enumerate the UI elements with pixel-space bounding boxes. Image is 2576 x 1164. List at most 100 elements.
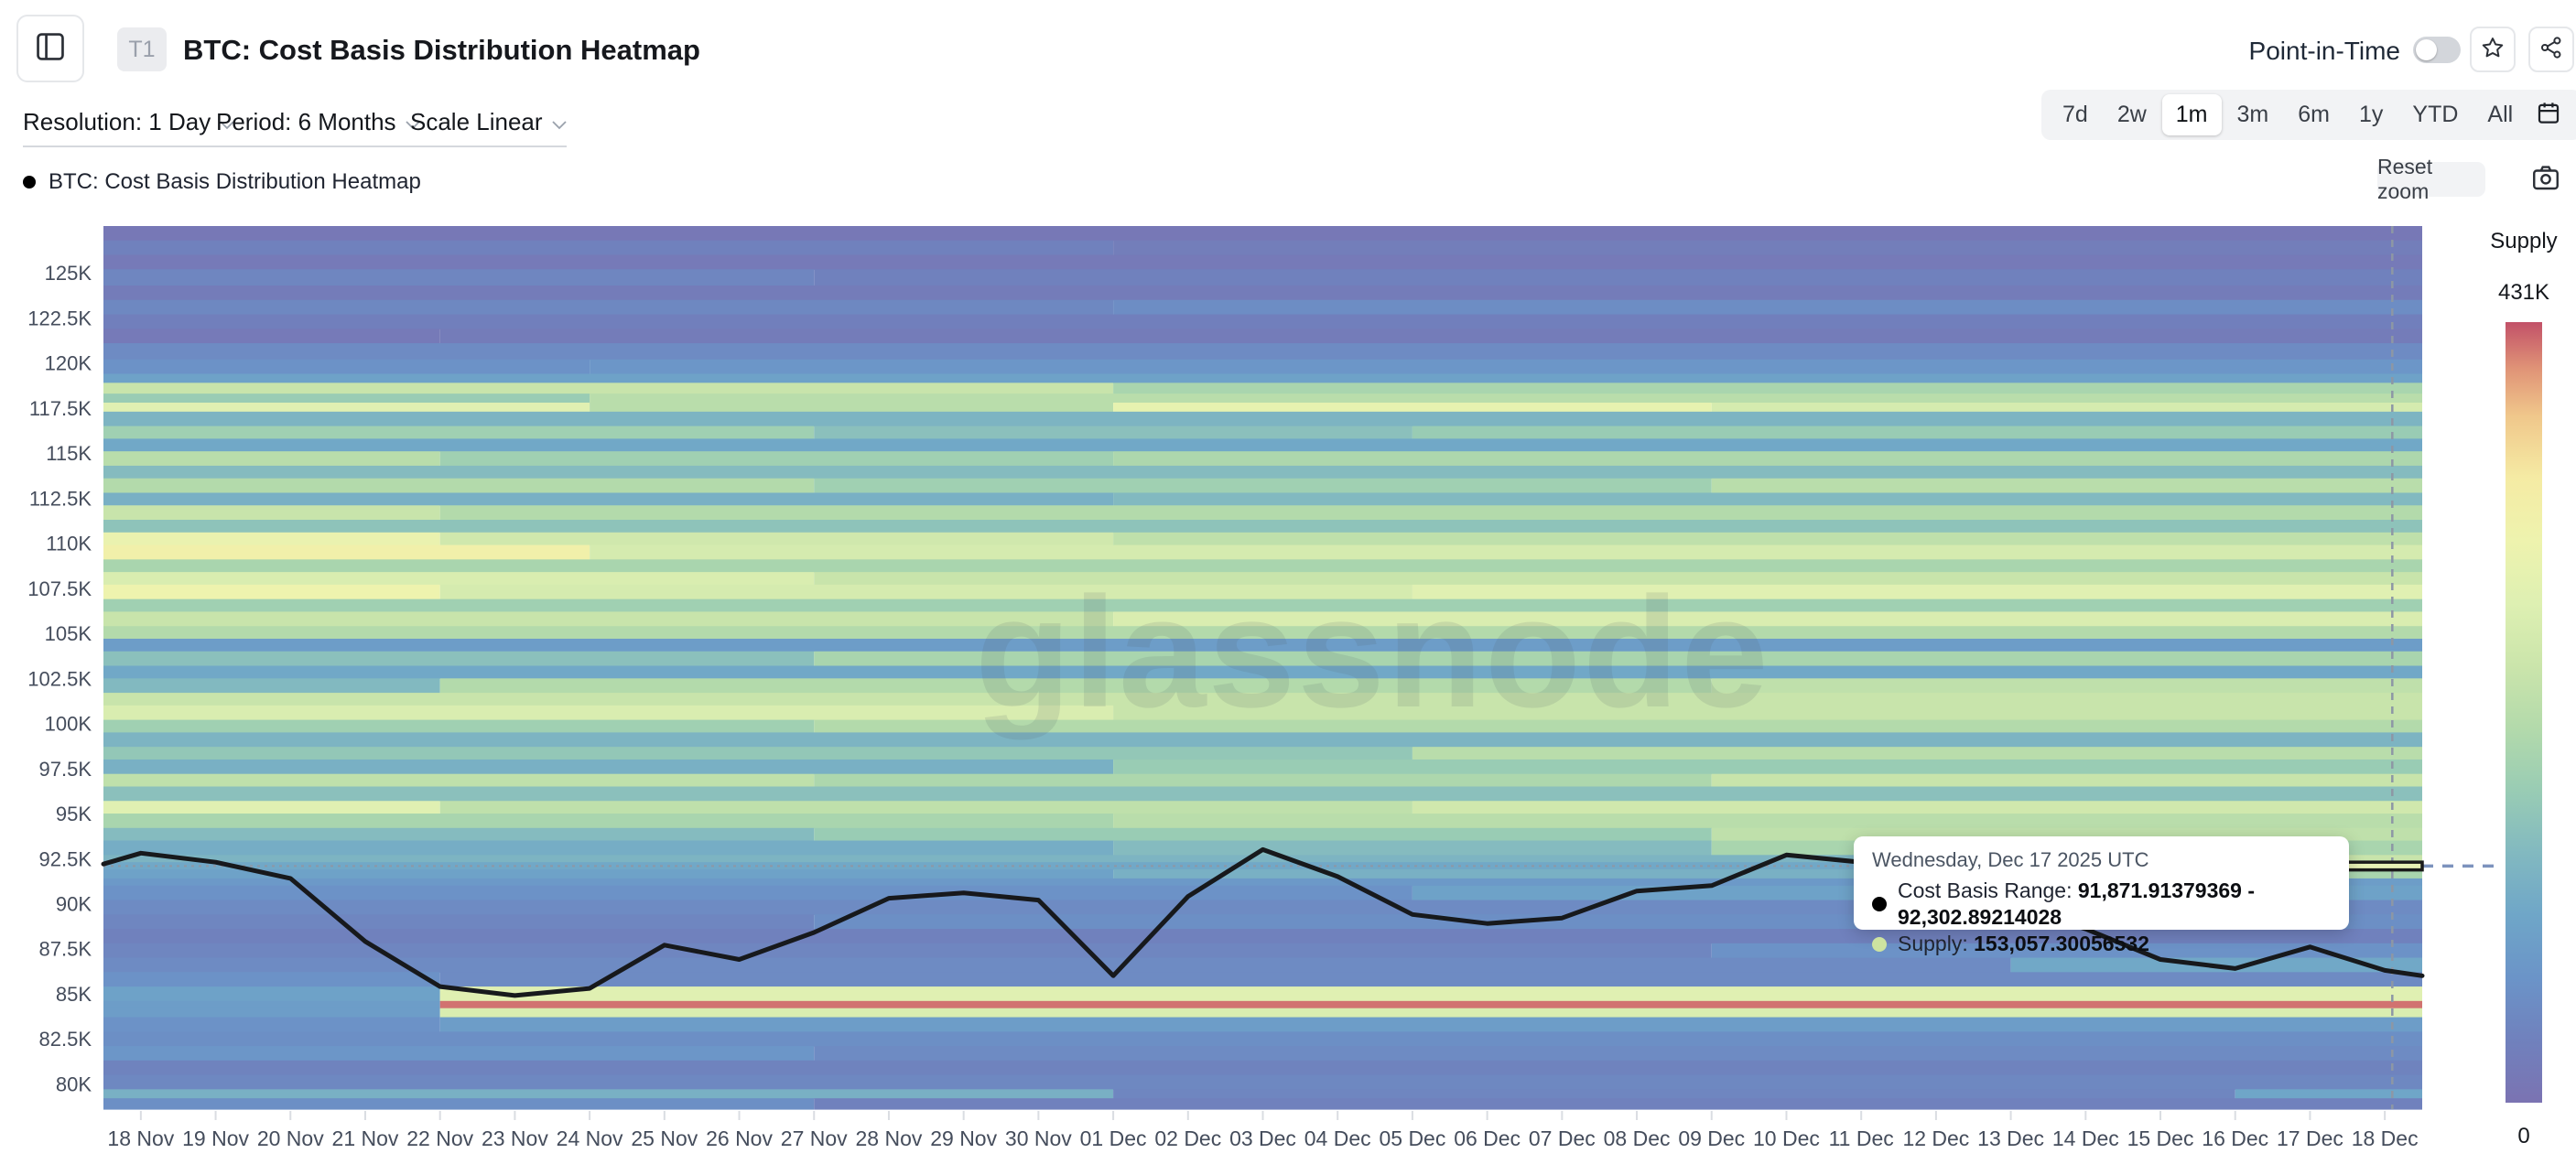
heatmap-cell bbox=[814, 1098, 2422, 1110]
range-button-3m[interactable]: 3m bbox=[2236, 102, 2269, 127]
heatmap-cell bbox=[439, 505, 2422, 521]
heatmap-cell bbox=[1113, 299, 2422, 316]
heatmap-cell bbox=[814, 269, 2422, 286]
range-button-ytd[interactable]: YTD bbox=[2412, 102, 2459, 127]
point-in-time-toggle[interactable] bbox=[2413, 37, 2461, 63]
heatmap-cell bbox=[103, 801, 440, 814]
heatmap-cell bbox=[103, 914, 815, 930]
heatmap-cell bbox=[103, 285, 2422, 301]
heatmap-cell bbox=[103, 532, 440, 546]
heatmap-cell bbox=[103, 492, 1114, 506]
x-axis-label: 05 Dec bbox=[1379, 1126, 1445, 1150]
x-axis-label: 18 Nov bbox=[107, 1126, 174, 1150]
heatmap-cell bbox=[103, 869, 1114, 879]
heatmap-cell bbox=[439, 972, 2422, 987]
heatmap-cell bbox=[1113, 451, 2422, 467]
heatmap-cell bbox=[814, 572, 2422, 586]
x-axis-label: 29 Nov bbox=[930, 1126, 997, 1150]
heatmap-cell bbox=[103, 759, 1114, 775]
cost-basis-dot-icon bbox=[1872, 897, 1887, 911]
heatmap-cell bbox=[103, 665, 2422, 679]
y-axis-label: 107.5K bbox=[27, 577, 92, 600]
period-dropdown-label: Period: 6 Months bbox=[216, 108, 396, 135]
heatmap-cell bbox=[103, 943, 1712, 959]
camera-icon bbox=[2529, 161, 2562, 199]
sidebar-toggle-button[interactable] bbox=[16, 15, 84, 82]
x-axis-label: 22 Nov bbox=[406, 1126, 473, 1150]
heatmap-cell bbox=[103, 878, 2235, 887]
x-axis-label: 09 Dec bbox=[1678, 1126, 1745, 1150]
heatmap-cell bbox=[814, 1046, 2422, 1062]
tab-badge[interactable]: T1 bbox=[117, 27, 167, 71]
series-legend: BTC: Cost Basis Distribution Heatmap bbox=[23, 169, 421, 195]
heatmap-cell bbox=[1113, 705, 2422, 721]
x-axis-label: 30 Nov bbox=[1005, 1126, 1072, 1150]
share-button[interactable] bbox=[2528, 27, 2574, 72]
range-button-6m[interactable]: 6m bbox=[2298, 102, 2330, 127]
range-button-1y[interactable]: 1y bbox=[2358, 102, 2384, 127]
x-axis-label: 04 Dec bbox=[1304, 1126, 1371, 1150]
heatmap-cell bbox=[103, 957, 2011, 973]
y-axis-label: 92.5K bbox=[39, 847, 92, 870]
heatmap-cell bbox=[103, 373, 2422, 383]
heatmap-cell bbox=[103, 1074, 2422, 1090]
heatmap-cell bbox=[103, 1060, 2422, 1076]
heatmap-cell bbox=[103, 719, 815, 733]
tooltip-cost-basis-row: Cost Basis Range: 91,871.91379369 - 92,3… bbox=[1872, 878, 2331, 931]
heatmap-cell bbox=[103, 240, 1114, 256]
heatmap-cell bbox=[103, 773, 815, 788]
share-icon bbox=[2538, 35, 2564, 65]
scale-dropdown[interactable]: Scale Linear bbox=[410, 108, 567, 147]
heatmap-cell bbox=[814, 651, 2422, 667]
heatmap-cell bbox=[103, 705, 1114, 721]
heatmap-cell bbox=[1113, 240, 2422, 256]
calendar-button[interactable] bbox=[2523, 90, 2574, 140]
y-axis-label: 90K bbox=[56, 892, 92, 915]
x-axis-label: 01 Dec bbox=[1080, 1126, 1147, 1150]
range-button-1m[interactable]: 1m bbox=[2161, 94, 2222, 135]
heatmap-cell bbox=[103, 329, 440, 344]
heatmap-cell bbox=[1711, 403, 2422, 413]
heatmap-cell bbox=[1711, 678, 2422, 694]
heatmap-cell bbox=[1412, 801, 2422, 814]
hovered-heatmap-cell[interactable] bbox=[2345, 860, 2424, 872]
heatmap-cell bbox=[1113, 403, 1712, 413]
glassnode-watermark: glassnode bbox=[975, 565, 1770, 740]
tooltip-date: Wednesday, Dec 17 2025 UTC bbox=[1872, 848, 2149, 871]
screenshot-button[interactable] bbox=[2527, 161, 2565, 198]
range-button-7d[interactable]: 7d bbox=[2062, 102, 2088, 127]
colorbar-title: Supply bbox=[2490, 229, 2558, 253]
tooltip-cost-basis-text: Cost Basis Range: 91,871.91379369 - 92,3… bbox=[1898, 878, 2255, 929]
heatmap-cell bbox=[103, 359, 590, 375]
heatmap-cell bbox=[1412, 426, 2422, 439]
x-axis-label: 16 Dec bbox=[2202, 1126, 2268, 1150]
period-dropdown[interactable]: Period: 6 Months bbox=[216, 108, 420, 147]
page-title: BTC: Cost Basis Distribution Heatmap bbox=[183, 34, 700, 66]
heatmap-cell bbox=[103, 1008, 440, 1018]
toggle-knob bbox=[2416, 39, 2437, 60]
calendar-icon bbox=[2535, 99, 2562, 131]
heatmap-cell bbox=[1711, 478, 2422, 494]
heatmap-cell bbox=[103, 584, 440, 600]
tooltip-supply-text: Supply: 153,057.30056532 bbox=[1898, 932, 2149, 955]
heatmap-cell bbox=[103, 505, 440, 521]
y-axis-label: 102.5K bbox=[27, 667, 92, 690]
heatmap-cell bbox=[103, 426, 815, 439]
resolution-dropdown[interactable]: Resolution: 1 Day bbox=[23, 108, 235, 147]
y-axis-label: 115K bbox=[46, 442, 92, 465]
chevron-down-icon bbox=[220, 108, 234, 136]
x-axis-label: 15 Dec bbox=[2127, 1126, 2194, 1150]
heatmap-cell bbox=[103, 1017, 440, 1032]
x-axis-label: 20 Nov bbox=[257, 1126, 324, 1150]
range-button-2w[interactable]: 2w bbox=[2116, 102, 2147, 127]
heatmap-cell bbox=[103, 840, 1114, 856]
heatmap-cell bbox=[1113, 532, 2422, 546]
range-button-all[interactable]: All bbox=[2487, 102, 2514, 127]
heatmap-cell bbox=[103, 786, 2422, 802]
x-axis-label: 23 Nov bbox=[482, 1126, 548, 1150]
tooltip-supply-row: Supply: 153,057.30056532 bbox=[1872, 931, 2331, 957]
favorite-button[interactable] bbox=[2470, 27, 2516, 72]
x-axis-label: 13 Dec bbox=[1977, 1126, 2044, 1150]
heatmap-cell bbox=[1711, 773, 2422, 788]
